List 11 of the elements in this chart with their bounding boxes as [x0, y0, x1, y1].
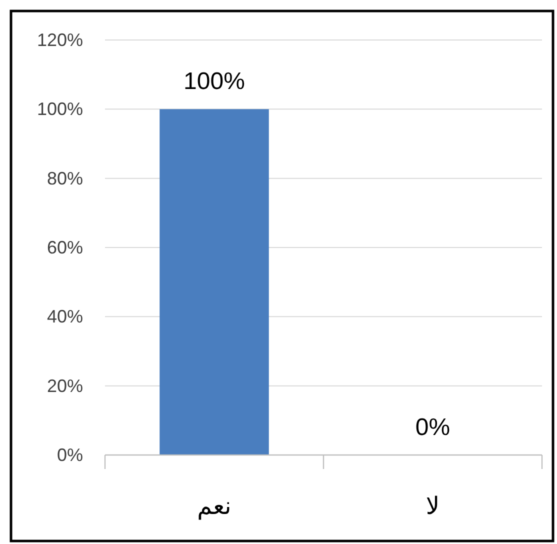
x-tick-label: نعم	[197, 492, 232, 520]
y-tick-label: 120%	[36, 30, 83, 50]
data-label: 100%	[184, 68, 245, 96]
y-tick-label: 100%	[36, 99, 83, 120]
y-tick-label: 40%	[46, 306, 83, 327]
y-tick-label: 60%	[46, 238, 83, 258]
y-tick-label: 20%	[46, 376, 83, 396]
y-tick-label: 80%	[46, 168, 83, 188]
data-label: 0%	[415, 414, 450, 441]
y-tick-label: 0%	[56, 445, 83, 465]
x-tick-label: لا	[426, 492, 440, 520]
